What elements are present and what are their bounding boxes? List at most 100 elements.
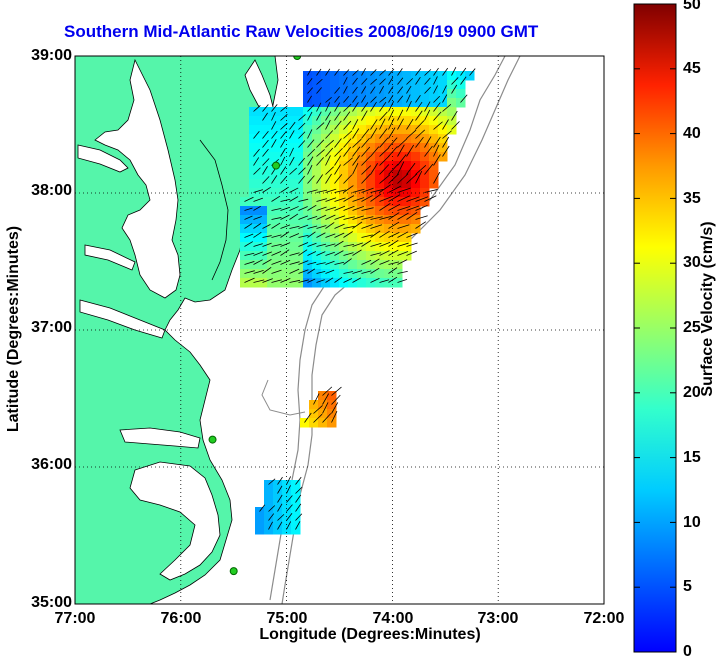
velocity-vector — [316, 262, 326, 265]
velocity-vector — [361, 137, 370, 148]
velocity-vector — [298, 215, 309, 220]
velocity-vector — [271, 130, 278, 139]
velocity-cell — [291, 507, 301, 517]
velocity-vector — [379, 101, 387, 112]
velocity-vector — [271, 104, 278, 112]
velocity-cell — [375, 143, 385, 153]
velocity-vector — [334, 197, 346, 202]
velocity-vector — [307, 204, 317, 211]
velocity-cell — [258, 125, 268, 135]
velocity-vector — [424, 101, 431, 112]
velocity-cell — [255, 507, 265, 517]
velocity-vector — [388, 276, 398, 283]
radar-station-marker — [293, 56, 302, 60]
velocity-vector — [307, 278, 316, 283]
velocity-vector — [280, 148, 286, 157]
velocity-vector — [253, 148, 260, 157]
velocity-vector — [244, 241, 254, 247]
velocity-vector — [253, 157, 260, 166]
velocity-cell — [420, 89, 430, 99]
velocity-vector — [334, 223, 345, 229]
velocity-cell — [312, 143, 322, 153]
velocity-vector — [322, 413, 332, 423]
velocity-vector — [406, 118, 414, 130]
velocity-vector — [253, 279, 265, 283]
velocity-cell — [318, 400, 328, 410]
velocity-vector — [280, 231, 290, 238]
velocity-cell — [384, 125, 394, 135]
velocity-vector — [307, 251, 317, 256]
velocity-vector — [277, 485, 283, 494]
velocity-cell — [339, 71, 349, 81]
velocity-vector — [451, 121, 460, 130]
velocity-vector — [379, 196, 393, 202]
velocity-vector — [295, 494, 302, 503]
velocity-vector — [361, 165, 372, 175]
velocity-vector — [415, 221, 427, 229]
velocity-cell — [402, 89, 412, 99]
velocity-cell — [258, 152, 268, 162]
velocity-vector — [379, 230, 390, 238]
velocity-vector — [280, 156, 286, 166]
velocity-vector — [343, 77, 348, 85]
velocity-vector — [298, 234, 309, 238]
velocity-cell — [420, 179, 430, 189]
velocity-cell — [285, 242, 295, 252]
velocity-cell — [357, 89, 367, 99]
velocity-vector — [262, 235, 272, 238]
velocity-cell — [330, 98, 340, 108]
velocity-vector — [289, 225, 300, 229]
velocity-cell — [411, 71, 421, 81]
velocity-vector — [352, 69, 359, 76]
velocity-vector — [286, 476, 292, 485]
velocity-cell — [411, 143, 421, 153]
velocity-vector — [295, 513, 303, 521]
velocity-cell — [375, 107, 385, 117]
velocity-vector — [388, 212, 400, 220]
velocity-cell — [264, 525, 274, 535]
velocity-vector — [388, 239, 399, 247]
velocity-vector — [397, 212, 409, 220]
velocity-vector — [433, 121, 443, 130]
velocity-vector — [334, 147, 343, 157]
velocity-vector — [307, 148, 316, 157]
velocity-vector — [343, 103, 352, 112]
velocity-vector — [424, 195, 437, 202]
velocity-vector — [352, 163, 359, 175]
velocity-vector — [280, 186, 289, 193]
velocity-vector — [361, 155, 371, 166]
velocity-cell — [429, 170, 439, 180]
velocity-cell — [264, 516, 274, 526]
velocity-vector — [325, 277, 334, 283]
velocity-vector — [415, 76, 421, 85]
velocity-vector — [379, 111, 388, 121]
velocity-cell — [402, 143, 412, 153]
velocity-cell — [267, 170, 277, 180]
velocity-vector — [307, 95, 312, 103]
velocity-vector — [298, 206, 308, 211]
velocity-vector — [343, 157, 353, 166]
velocity-vector — [277, 514, 285, 521]
velocity-vector — [307, 87, 313, 94]
velocity-vector — [442, 130, 452, 139]
velocity-vector — [271, 195, 281, 202]
velocity-cell — [291, 525, 301, 535]
velocity-vector — [280, 206, 291, 211]
velocity-vector — [433, 67, 439, 76]
velocity-vector — [325, 269, 335, 274]
velocity-vector — [322, 386, 333, 396]
velocity-cell — [438, 71, 448, 81]
velocity-vector — [379, 250, 390, 256]
velocity-cell — [258, 197, 268, 207]
velocity-vector — [451, 67, 457, 76]
velocity-vector — [397, 231, 409, 238]
velocity-vector — [352, 102, 359, 112]
velocity-cell — [357, 179, 367, 189]
velocity-vector — [262, 130, 269, 139]
velocity-vector — [244, 233, 254, 238]
velocity-vector — [370, 96, 377, 103]
velocity-vector — [415, 196, 429, 202]
velocity-vector — [397, 118, 404, 130]
velocity-vector — [289, 156, 295, 166]
